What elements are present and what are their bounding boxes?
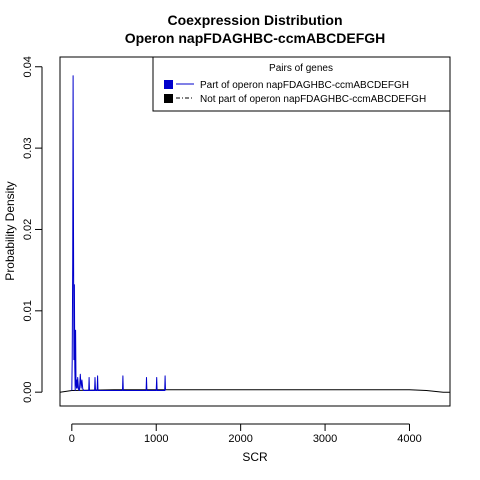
x-tick-label: 1000: [144, 433, 168, 445]
y-tick-label: 0.02: [22, 219, 34, 240]
x-axis-label: SCR: [242, 450, 268, 464]
legend-box: [152, 56, 451, 112]
y-tick-label: 0.00: [22, 381, 34, 402]
y-tick-label: 0.04: [22, 56, 34, 77]
plot-area: [59, 75, 450, 393]
y-axis: 0.00 0.01 0.02 0.03 0.04: [22, 56, 43, 403]
legend-title: Pairs of genes: [269, 63, 333, 74]
legend-label-not-part: Not part of operon napFDAGHBC-ccmABCDEFG…: [200, 94, 426, 105]
series-line-not-part-of-operon: [59, 389, 450, 393]
x-tick-label: 0: [69, 433, 75, 445]
legend-swatch-part: [164, 80, 173, 89]
y-tick-label: 0.01: [22, 300, 34, 321]
x-tick-label: 4000: [397, 433, 421, 445]
series-line-part-of-operon: [71, 75, 166, 391]
legend: Pairs of genes Part of operon napFDAGHBC…: [152, 56, 451, 112]
x-tick-label: 2000: [228, 433, 252, 445]
x-axis: 0 1000 2000 3000 4000: [69, 423, 422, 445]
y-axis-label: Probability Density: [3, 181, 17, 280]
legend-swatch-not-part: [164, 94, 173, 103]
chart-subtitle: Operon napFDAGHBC-ccmABCDEFGH: [125, 30, 386, 46]
y-tick-label: 0.03: [22, 137, 34, 158]
chart-title: Coexpression Distribution: [167, 12, 342, 28]
x-tick-label: 3000: [313, 433, 337, 445]
legend-label-part: Part of operon napFDAGHBC-ccmABCDEFGH: [200, 80, 409, 91]
